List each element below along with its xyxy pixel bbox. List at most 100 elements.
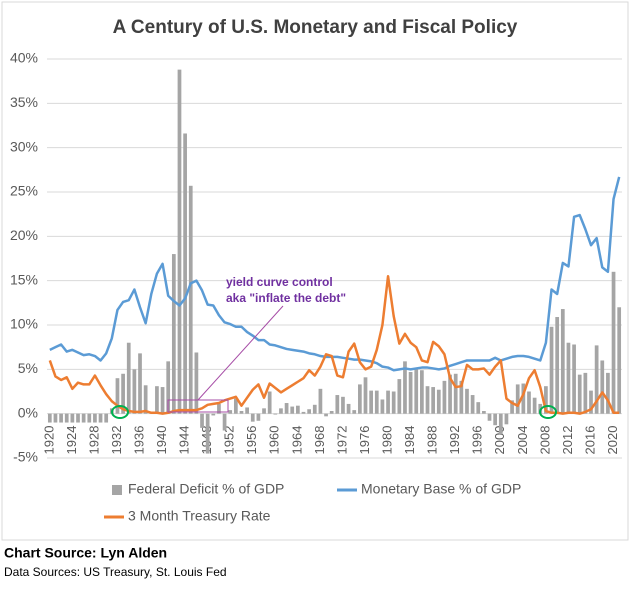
bar <box>324 413 328 417</box>
annotation-pointer <box>197 305 284 401</box>
bar <box>250 413 255 422</box>
bar <box>589 390 593 414</box>
bar <box>476 402 481 414</box>
bar <box>527 391 531 414</box>
bar <box>47 413 52 423</box>
bar <box>183 133 187 414</box>
bar <box>329 411 334 414</box>
bar <box>515 384 520 414</box>
x-tick-label: 1984 <box>402 426 417 455</box>
x-tick-label: 1992 <box>447 426 462 455</box>
highlight-circle <box>111 405 129 419</box>
x-tick-label: 1944 <box>177 426 192 455</box>
bar <box>448 374 452 414</box>
x-tick-label: 1972 <box>334 426 349 455</box>
bar <box>510 400 514 414</box>
legend: Federal Deficit % of GDP Monetary Base % … <box>104 481 521 524</box>
bar <box>217 403 221 414</box>
x-tick-label: 1980 <box>379 426 394 455</box>
highlight-circle <box>539 405 557 419</box>
x-tick-label: 1968 <box>312 426 327 455</box>
x-tick-label: 1996 <box>470 426 485 455</box>
x-tick-label: 2004 <box>515 426 530 455</box>
bar <box>138 353 142 414</box>
plot-area: -5% 0% 5% 10% 15% 20% 25% 30% 35% 40% 1920 1924 1928… <box>10 50 622 465</box>
legend-label: Monetary Base % of GDP <box>361 481 521 497</box>
x-tick-label: 1988 <box>425 426 440 455</box>
y-tick-label: 0% <box>18 404 38 420</box>
bar <box>555 317 560 414</box>
chart-frame <box>1 1 629 541</box>
bar <box>93 413 97 423</box>
bar <box>132 369 137 414</box>
y-tick-label: 20% <box>10 227 38 243</box>
bar <box>391 391 396 414</box>
bar <box>312 404 317 414</box>
bar <box>256 413 261 421</box>
bar <box>318 388 323 414</box>
bar <box>442 380 447 414</box>
bar <box>617 307 622 414</box>
bar <box>532 397 537 414</box>
y-tick-label: 10% <box>10 316 38 332</box>
bar <box>126 342 131 414</box>
bar <box>121 373 125 414</box>
bar <box>420 370 424 414</box>
bar <box>544 386 548 414</box>
bar <box>408 371 413 414</box>
bar <box>369 390 374 414</box>
legend-label: 3 Month Treasury Rate <box>128 508 271 524</box>
source: Chart Source: Lyn Alden <box>4 545 167 561</box>
x-tick-label: 1928 <box>86 426 101 455</box>
bar <box>160 387 165 414</box>
bar <box>87 413 92 423</box>
x-tick-label: 1956 <box>244 426 259 455</box>
bar <box>307 409 311 414</box>
bar <box>397 379 402 414</box>
bar <box>403 361 407 414</box>
bar <box>166 361 171 414</box>
bar <box>245 407 249 414</box>
bar <box>374 390 379 414</box>
line <box>49 176 621 372</box>
y-tick-label: 25% <box>10 183 38 199</box>
bar <box>59 413 63 423</box>
bar <box>498 413 503 435</box>
legend-label: Federal Deficit % of GDP <box>128 481 284 497</box>
data-sources: Data Sources: US Treasury, St. Louis Fed <box>4 565 227 579</box>
bar <box>295 405 300 414</box>
x-tick-label: 1936 <box>131 426 146 455</box>
bar <box>386 390 390 414</box>
bar <box>98 413 103 423</box>
bar <box>425 386 430 414</box>
bar <box>290 406 295 414</box>
bar <box>414 369 419 414</box>
bar <box>143 385 148 414</box>
bar <box>521 383 526 414</box>
x-tick-label: 1952 <box>222 426 237 455</box>
annotation: yield curve control <box>226 275 333 289</box>
bar <box>453 373 458 414</box>
bar <box>228 410 233 414</box>
x-tick-label: 1976 <box>357 426 372 455</box>
bar <box>560 309 565 414</box>
bar <box>482 411 486 414</box>
x-tick-label: 1932 <box>109 426 124 455</box>
bar <box>465 388 469 414</box>
bar <box>487 413 492 421</box>
bar <box>470 395 475 414</box>
bar <box>279 408 283 414</box>
bar <box>194 352 199 414</box>
x-tick-label: 2012 <box>560 426 575 455</box>
bar <box>606 372 610 414</box>
bar <box>600 360 605 414</box>
x-tick-label: 1924 <box>64 426 79 455</box>
bar <box>155 386 159 414</box>
bar <box>493 413 498 426</box>
bar <box>64 413 69 423</box>
bar <box>53 413 58 423</box>
annotation: aka "inflate the debt" <box>226 291 346 305</box>
bar <box>301 411 306 414</box>
bar <box>177 69 182 414</box>
